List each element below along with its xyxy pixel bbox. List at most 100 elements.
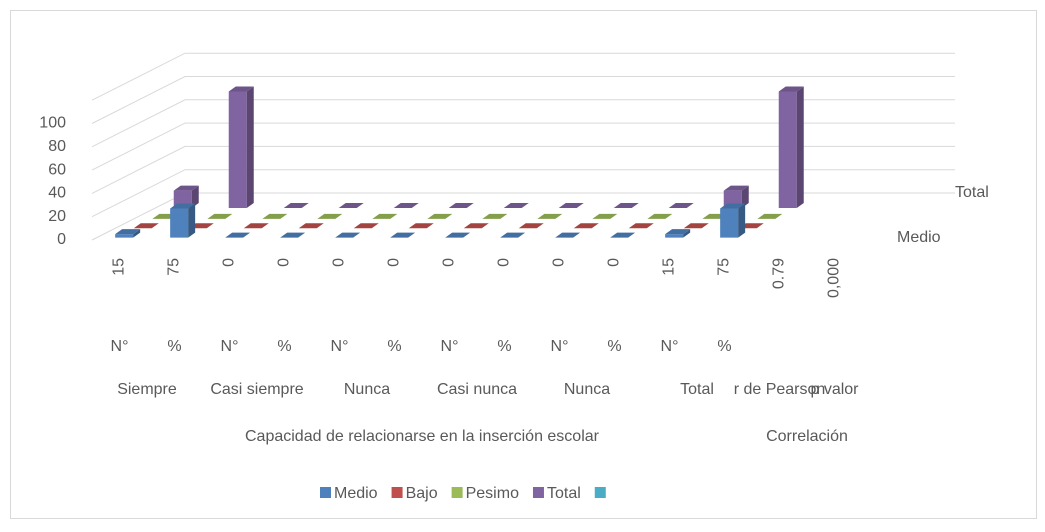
bar-top	[372, 213, 398, 219]
y-tick-label: 40	[48, 185, 66, 202]
bar-top	[537, 213, 563, 219]
x-group-label: Casi nunca	[437, 381, 517, 398]
bar-top	[228, 86, 254, 92]
legend-swatch	[391, 487, 403, 498]
bar-top	[170, 203, 196, 209]
x-group-label: Siempre	[117, 381, 177, 398]
bar	[613, 203, 639, 209]
x-group-label: p valor	[810, 381, 859, 398]
bar	[115, 229, 141, 238]
bar	[778, 86, 804, 209]
bar-top	[115, 229, 141, 235]
x-tick-label: 0	[551, 258, 568, 267]
x-tick-label: 15	[111, 258, 128, 276]
bar-top	[408, 223, 434, 229]
bar-side	[191, 185, 199, 209]
x-tick-label: 75	[716, 258, 733, 276]
bar-top	[778, 86, 804, 92]
bar-side	[188, 203, 196, 238]
x-subcategory-label: N°	[661, 338, 679, 355]
bar-top	[298, 223, 324, 229]
bar	[445, 232, 471, 238]
bar	[503, 203, 529, 209]
bar	[573, 223, 599, 229]
bar	[558, 203, 584, 209]
bar	[207, 213, 233, 219]
grid-line	[91, 76, 955, 124]
bar-top	[720, 203, 746, 209]
bar-top	[353, 223, 379, 229]
x-tick-label: 15	[661, 258, 678, 276]
x-tick-label: 0,000	[826, 258, 843, 298]
bar	[298, 223, 324, 229]
bar	[408, 223, 434, 229]
x-subcategory-label: %	[387, 338, 401, 355]
y-tick-label: 0	[57, 231, 66, 248]
legend-swatch	[451, 487, 463, 498]
x-tick-label: 0	[276, 258, 293, 267]
grid-line	[91, 122, 955, 171]
bar	[228, 86, 254, 209]
x-subcategory-label: %	[277, 338, 291, 355]
bar	[668, 203, 694, 209]
bar-front	[665, 234, 684, 238]
bar-front	[228, 91, 247, 209]
bar	[393, 203, 419, 209]
depth-axis-label: Total	[955, 184, 989, 201]
bar-side	[683, 229, 691, 238]
bar-top	[335, 232, 361, 238]
bar	[280, 232, 306, 238]
x-subcategory-label: %	[717, 338, 731, 355]
grid-line	[91, 99, 955, 148]
x-subcategory-label: N°	[441, 338, 459, 355]
bar-top	[683, 223, 709, 229]
bar	[133, 223, 159, 229]
y-tick-label: 80	[48, 138, 66, 155]
legend-label: Total	[547, 485, 581, 502]
bar-front	[170, 208, 189, 238]
bar-top	[262, 213, 288, 219]
x-tick-label: 0	[606, 258, 623, 267]
bar	[225, 232, 251, 238]
bar-top	[173, 185, 199, 191]
bar	[500, 232, 526, 238]
bar-top	[647, 213, 673, 219]
x-group-label: r de Pearson	[734, 381, 826, 398]
bar	[555, 232, 581, 238]
bar-top	[243, 223, 269, 229]
bar-side	[796, 86, 804, 209]
x-subcategory-label: %	[607, 338, 621, 355]
bar	[463, 223, 489, 229]
bar	[353, 223, 379, 229]
bar	[243, 223, 269, 229]
bar	[338, 203, 364, 209]
bar-top	[592, 213, 618, 219]
bar-top	[573, 223, 599, 229]
x-tick-label: 0	[386, 258, 403, 267]
bar-top	[338, 203, 364, 209]
bar	[170, 203, 196, 238]
bar	[283, 203, 309, 209]
chart-frame	[10, 10, 1037, 519]
bar	[683, 223, 709, 229]
bar	[482, 213, 508, 219]
y-tick-label: 100	[39, 115, 66, 132]
bar	[317, 213, 343, 219]
bar-top	[610, 232, 636, 238]
y-tick-label: 60	[48, 161, 66, 178]
legend-swatch	[532, 487, 544, 498]
legend-swatch	[594, 487, 606, 498]
grid-line	[91, 169, 955, 218]
legend-label: Medio	[334, 485, 378, 502]
bar-top	[427, 213, 453, 219]
bar-top	[518, 223, 544, 229]
bar	[720, 203, 746, 238]
bar-top	[482, 213, 508, 219]
x-tick-label: 0	[441, 258, 458, 267]
x-group-label: Casi siempre	[210, 381, 303, 398]
bar-top	[665, 229, 691, 235]
bar-top	[317, 213, 343, 219]
y-tick-label: 20	[48, 208, 66, 225]
bar	[448, 203, 474, 209]
bar-front	[778, 91, 797, 209]
